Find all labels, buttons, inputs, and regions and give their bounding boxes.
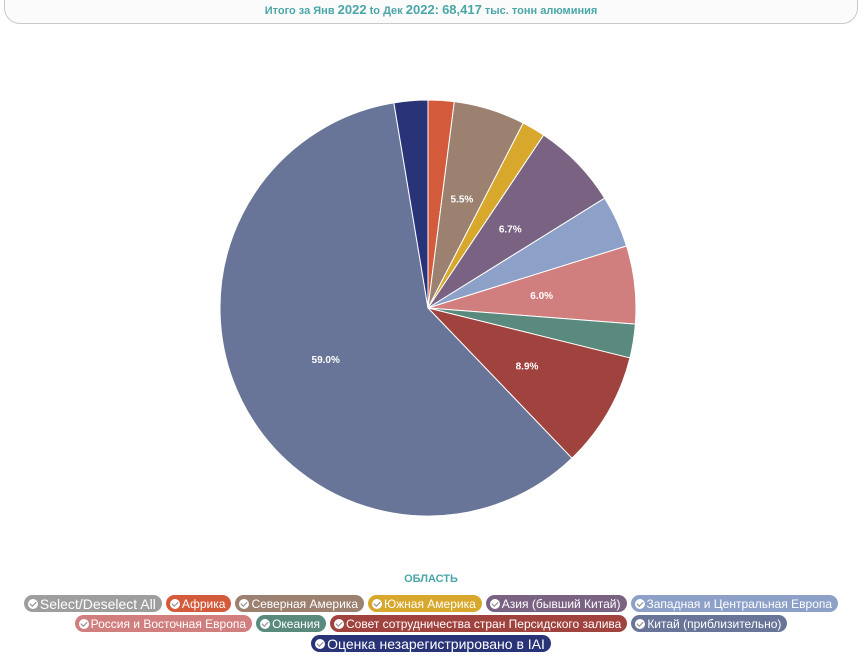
slice-data-label: 8.9% [516, 361, 539, 372]
legend-title: ОБЛАСТЬ [404, 573, 458, 585]
pie-slice-9[interactable] [393, 99, 429, 309]
slice-data-label: 59.0% [312, 355, 340, 366]
legend-item[interactable]: Азия (бывший Китай) [485, 595, 627, 612]
legend-row: Select/Deselect All Африка Северная Америк… [0, 595, 862, 612]
chart-title-bar: Итого за Янв 2022 to Дек 2022: 68,417 ты… [4, 0, 858, 24]
slice-data-label: 6.0% [530, 291, 553, 302]
pie-slice-8[interactable] [219, 102, 573, 517]
legend-row: Оценка незарегистрировано в IAI [0, 635, 862, 652]
title-prefix: Итого за Янв [264, 5, 335, 17]
legend-item-label: Select/Deselect All [39, 595, 156, 612]
checkmark-icon [27, 598, 38, 609]
legend-item[interactable]: Океания [256, 615, 326, 632]
legend-item[interactable]: Оценка незарегистрировано в IAI [311, 635, 551, 652]
legend-item-label: Южная Америка [384, 596, 476, 611]
checkmark-icon [239, 598, 250, 609]
checkmark-icon [260, 618, 271, 629]
chart-title: Итого за Янв 2022 to Дек 2022: 68,417 ты… [265, 2, 598, 17]
legend-item-label: Западная и Центральная Европа [646, 596, 833, 611]
legend-item-label: Африка [181, 596, 226, 611]
legend-item-label: Оценка незарегистрировано в IAI [327, 635, 545, 652]
legend-item-label: Океания [272, 616, 320, 631]
checkmark-icon [315, 638, 326, 649]
checkmark-icon [372, 598, 382, 609]
legend-item[interactable]: Южная Америка [368, 595, 482, 612]
legend-item-label: Северная Америка [251, 596, 358, 611]
checkmark-icon [333, 618, 344, 629]
slice-data-label: 6.7% [499, 224, 522, 235]
legend-item[interactable]: Совет сотрудничества стран Персидского з… [329, 615, 628, 632]
pie-slice-7[interactable] [426, 307, 631, 459]
checkmark-icon [78, 618, 89, 629]
legend: Select/Deselect All Африка Северная Америк… [0, 595, 862, 655]
legend-item-label: Совет сотрудничества стран Персидского з… [345, 616, 622, 631]
title-mid: to Дек [369, 5, 403, 17]
pie-chart: 5.5% 6.7% 6.0% 8.9% 59.0% [219, 99, 637, 517]
checkmark-icon [634, 598, 645, 609]
legend-item[interactable]: Западная и Центральная Европа [630, 595, 839, 612]
legend-item[interactable]: Россия и Восточная Европа [74, 615, 253, 632]
legend-item-label: Китай (приблизительно) [647, 616, 782, 631]
checkmark-icon [489, 598, 500, 609]
select-all-button[interactable]: Select/Deselect All [23, 595, 162, 612]
legend-row: Россия и Восточная Европа Океания Совет со… [0, 615, 862, 632]
title-end-year: 2022: [405, 2, 439, 17]
legend-item-label: Азия (бывший Китай) [501, 596, 621, 611]
checkmark-icon [169, 598, 180, 609]
checkmark-icon [635, 618, 646, 629]
legend-item[interactable]: Северная Америка [235, 595, 364, 612]
legend-item[interactable]: Африка [165, 595, 232, 612]
title-total: 68,417 [442, 2, 482, 17]
title-start-year: 2022 [337, 2, 367, 17]
legend-item[interactable]: Китай (приблизительно) [631, 615, 788, 632]
slice-data-label: 5.5% [451, 195, 474, 206]
title-unit: тыс. тонн алюминия [484, 5, 598, 17]
legend-item-label: Россия и Восточная Европа [90, 616, 247, 631]
